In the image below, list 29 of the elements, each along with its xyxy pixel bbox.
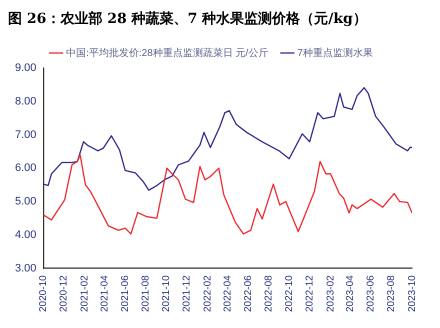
x-tick-label: 2023-06 bbox=[366, 274, 377, 312]
x-tick-label: 2021-02 bbox=[80, 274, 91, 312]
y-tick-label: 6.00 bbox=[14, 162, 36, 174]
x-tick-label: 2022-06 bbox=[242, 274, 254, 312]
x-tick-label: 2022-12 bbox=[304, 274, 316, 312]
x-tick-label: 2022-10 bbox=[284, 274, 295, 312]
y-tick-label: 5.00 bbox=[14, 196, 36, 208]
x-tick-label: 2020-12 bbox=[58, 274, 70, 312]
chart-title: 图 26：农业部 28 种蔬菜、7 种水果监测价格（元/kg） bbox=[8, 10, 368, 29]
x-tick-label: 2021-10 bbox=[161, 274, 172, 312]
y-tick-label: 8.00 bbox=[14, 95, 36, 108]
x-tick-label: 2021-12 bbox=[182, 274, 193, 312]
x-tick-label: 2021-08 bbox=[140, 274, 152, 312]
y-tick-label: 9.00 bbox=[14, 62, 36, 74]
x-tick-label: 2023-02 bbox=[325, 274, 336, 312]
x-tick-label: 2023-10 bbox=[406, 274, 418, 312]
x-tick-label: 2022-08 bbox=[263, 274, 274, 312]
y-tick-label: 3.00 bbox=[14, 262, 36, 274]
legend-label: 中国:平均批发价:28种重点监测蔬菜日 元/公斤 bbox=[66, 46, 268, 59]
y-tick-label: 4.00 bbox=[14, 228, 36, 241]
legend-label: 7种重点监测水果 bbox=[297, 46, 373, 59]
x-tick-label: 2023-08 bbox=[386, 274, 398, 312]
x-tick-label: 2023-04 bbox=[345, 274, 356, 312]
x-tick-label: 2022-02 bbox=[202, 274, 214, 312]
y-tick-label: 7.00 bbox=[14, 128, 36, 141]
x-tick-label: 2021-06 bbox=[120, 274, 131, 312]
x-tick-label: 2021-04 bbox=[99, 274, 110, 312]
x-tick-label: 2020-10 bbox=[38, 274, 50, 312]
x-tick-label: 2022-04 bbox=[222, 274, 234, 312]
